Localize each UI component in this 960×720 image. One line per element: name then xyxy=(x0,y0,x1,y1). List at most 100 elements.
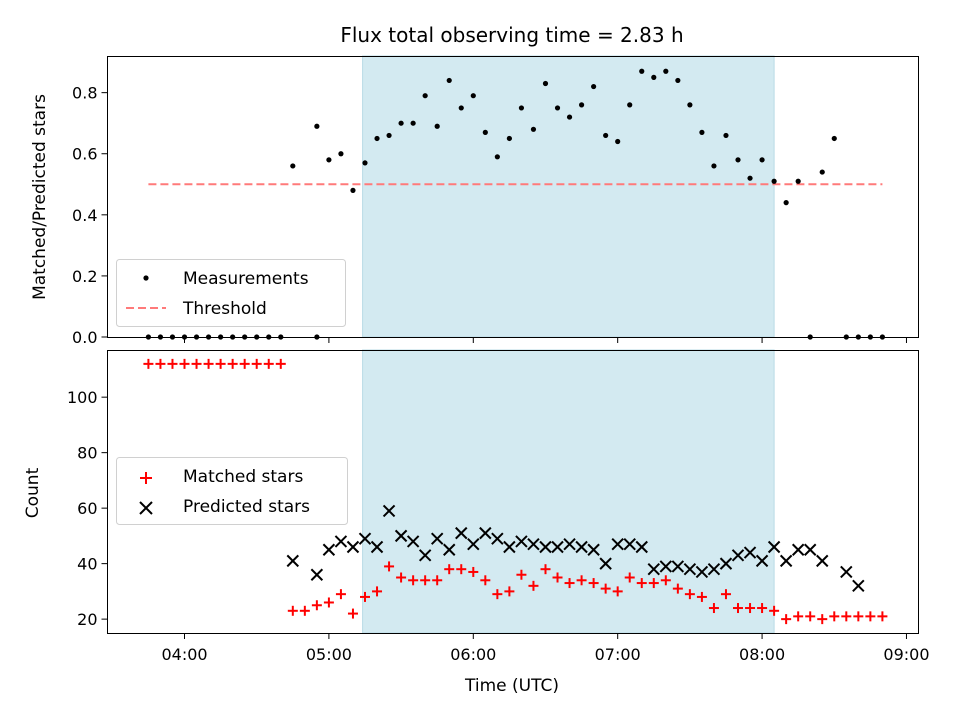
measurement-point xyxy=(639,68,645,74)
top-y-axis-label: Matched/Predicted stars xyxy=(30,94,50,300)
predicted-star-point xyxy=(816,554,829,568)
predicted-star-point xyxy=(503,540,516,554)
predicted-star-point-b xyxy=(767,540,781,554)
bottom-panel: 20 40 60 80 100 04:00 05:00 06:00 07:00 08:00 09:… xyxy=(23,349,930,696)
predicted-star-point-b xyxy=(491,532,504,545)
predicted-star-point-b xyxy=(539,540,552,554)
matched-star-point xyxy=(191,358,202,369)
matched-star-point xyxy=(155,358,166,369)
matched-star-point xyxy=(323,597,334,608)
measurement-point xyxy=(494,154,500,160)
matched-star-point xyxy=(227,358,238,369)
top-y-tick-label: 0.6 xyxy=(72,145,97,164)
matched-star-point xyxy=(335,589,346,600)
predicted-star-point xyxy=(611,538,624,551)
matched-star-point xyxy=(781,614,792,625)
measurement-point xyxy=(314,123,320,129)
x-tick-label: 07:00 xyxy=(595,645,641,664)
predicted-star-point-b xyxy=(370,540,384,554)
predicted-star-point-b xyxy=(695,565,709,579)
matched-star-point xyxy=(179,358,190,369)
matched-star-point xyxy=(624,572,635,583)
predicted-star-point xyxy=(515,535,528,548)
x-tick-label: 06:00 xyxy=(450,645,496,664)
predicted-star-point xyxy=(418,549,432,562)
measurement-point xyxy=(362,160,368,166)
matched-star-point xyxy=(877,611,888,622)
matched-star-point xyxy=(215,358,226,369)
matched-star-point xyxy=(648,578,659,589)
matched-star-point xyxy=(275,358,286,369)
bottom-legend-box xyxy=(116,457,348,525)
predicted-star-point-b xyxy=(647,562,660,576)
predicted-star-point xyxy=(455,526,468,540)
matched-star-point xyxy=(143,358,154,369)
matched-star-point xyxy=(696,591,707,602)
matched-star-point xyxy=(612,586,623,597)
measurement-point xyxy=(699,129,705,135)
predicted-star-point xyxy=(406,535,420,548)
predicted-star-point-b xyxy=(719,557,733,570)
measurement-point xyxy=(422,93,428,99)
measurement-point xyxy=(410,120,416,126)
matched-star-point xyxy=(311,600,322,611)
predicted-star-point-b xyxy=(575,540,588,554)
predicted-star-point xyxy=(430,532,444,545)
predicted-star-point xyxy=(394,529,408,543)
matched-star-point xyxy=(769,605,780,616)
x-axis-label: Time (UTC) xyxy=(464,676,559,696)
measurement-point xyxy=(831,135,837,142)
predicted-star-point xyxy=(551,540,564,554)
predicted-star-point xyxy=(443,543,456,556)
predicted-star-point xyxy=(719,557,733,570)
measurement-point xyxy=(663,68,669,74)
measurement-point xyxy=(723,132,729,139)
matched-star-point xyxy=(684,589,695,600)
predicted-star-point xyxy=(623,538,636,551)
predicted-star-point-b xyxy=(755,554,769,568)
legend-measurements-marker xyxy=(143,275,149,281)
bottom-y-tick-label: 20 xyxy=(77,610,97,629)
predicted-star-point xyxy=(491,532,504,545)
predicted-star-point xyxy=(358,532,372,545)
predicted-star-point xyxy=(671,560,685,573)
measurement-point xyxy=(434,123,440,129)
measurement-point xyxy=(482,129,488,135)
measurement-point xyxy=(518,105,525,111)
predicted-star-point-b xyxy=(803,543,817,556)
bottom-y-tick-label: 100 xyxy=(67,388,98,407)
measurement-point xyxy=(290,163,296,169)
measurement-point xyxy=(566,114,573,120)
x-tick-label: 04:00 xyxy=(161,645,207,664)
measurement-points xyxy=(145,68,886,340)
matched-star-point xyxy=(504,586,515,597)
matched-star-point xyxy=(540,564,551,575)
measurement-point xyxy=(350,187,356,193)
measurement-point xyxy=(398,120,404,126)
predicted-star-point-b xyxy=(503,540,516,554)
predicted-star-point-b xyxy=(587,543,600,556)
predicted-star-point xyxy=(587,543,600,556)
matched-star-point xyxy=(660,575,671,586)
matched-star-point xyxy=(720,589,731,600)
matched-star-point xyxy=(468,566,479,577)
measurement-point xyxy=(470,93,476,99)
measurement-point xyxy=(747,175,753,181)
bottom-y-tick-label: 80 xyxy=(77,444,97,463)
top-legend-box xyxy=(116,259,346,327)
legend-matched-label: Matched stars xyxy=(183,467,303,487)
predicted-star-point-b xyxy=(515,535,528,548)
measurement-point xyxy=(687,102,693,108)
measurement-point xyxy=(326,157,332,163)
measurement-point xyxy=(675,77,681,84)
measurement-point xyxy=(819,169,825,175)
predicted-star-point xyxy=(563,538,576,551)
legend-measurements-label: Measurements xyxy=(183,269,309,289)
x-tick-label: 09:00 xyxy=(883,645,929,664)
predicted-star-point xyxy=(707,562,721,576)
matched-star-point xyxy=(528,580,539,591)
measurement-point xyxy=(759,157,765,163)
predicted-star-point-b xyxy=(852,579,865,593)
measurement-point xyxy=(735,157,741,163)
predicted-star-point-b xyxy=(779,554,793,568)
